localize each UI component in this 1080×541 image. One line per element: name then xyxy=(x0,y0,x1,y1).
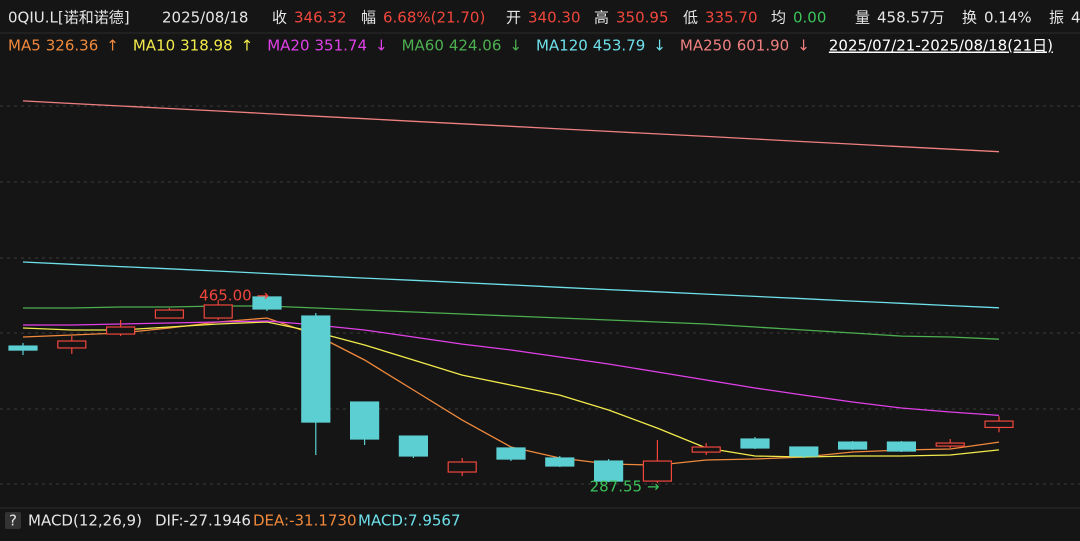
candle-body xyxy=(350,401,380,440)
candle-body xyxy=(740,438,770,449)
legend-name: MA120 xyxy=(536,37,588,55)
candle-body xyxy=(984,420,1014,429)
field-label: 量 xyxy=(855,9,870,27)
field-value: 350.95 xyxy=(616,9,669,27)
legend-trend: ↑ xyxy=(241,37,254,55)
candle-body xyxy=(447,461,477,473)
date: 2025/08/18 xyxy=(162,9,248,27)
candle-body xyxy=(837,441,868,450)
price-annotation: 287.55 → xyxy=(590,478,660,496)
field-value: 0.14% xyxy=(984,9,1032,27)
candle-body xyxy=(203,304,233,319)
field-value: 335.70 xyxy=(705,9,758,27)
candle-body xyxy=(398,435,428,457)
legend-value: 453.79 xyxy=(593,37,646,55)
ma-line xyxy=(22,100,1000,153)
field-value: 4 xyxy=(1071,9,1080,27)
ma-line xyxy=(23,320,1000,417)
macd-title: MACD(12,26,9) xyxy=(28,512,142,530)
macd-dif: DIF:-27.1946 xyxy=(155,512,251,530)
field-value: 340.30 xyxy=(528,9,581,27)
candle-body xyxy=(935,442,965,447)
field-label: 幅 xyxy=(361,9,376,27)
candle-body xyxy=(301,315,331,423)
field-label: 换 xyxy=(962,9,977,27)
symbol: 0QIU.L[诺和诺德] xyxy=(8,9,130,27)
help-icon-text[interactable]: ? xyxy=(9,512,17,530)
candle-body xyxy=(252,296,282,310)
candle-body xyxy=(593,460,624,482)
field-label: 均 xyxy=(771,9,786,27)
legend-name: MA10 xyxy=(133,37,175,55)
ma-line xyxy=(22,321,1000,458)
price-annotation: 465.00 → xyxy=(199,287,269,305)
candle-body xyxy=(105,326,136,335)
candle-body xyxy=(886,441,917,452)
field-value: 346.32 xyxy=(294,9,347,27)
field-label: 振 xyxy=(1049,9,1064,27)
legend-value: 351.74 xyxy=(315,37,368,55)
field-label: 高 xyxy=(594,9,609,27)
field-value: 458.57万 xyxy=(877,9,945,27)
candle-body xyxy=(545,457,575,467)
candle-body xyxy=(691,446,721,453)
field-value: 0.00 xyxy=(793,9,826,27)
legend-name: MA5 xyxy=(8,37,41,55)
legend-value: 318.98 xyxy=(180,37,233,55)
legend-trend: ↑ xyxy=(106,37,119,55)
range-label[interactable]: 2025/07/21-2025/08/18(21日) xyxy=(829,37,1053,55)
legend-trend: ↓ xyxy=(375,37,388,55)
help-icon[interactable] xyxy=(5,512,21,529)
candle-body xyxy=(8,345,38,351)
legend-trend: ↓ xyxy=(509,37,522,55)
legend-name: MA250 xyxy=(680,37,732,55)
ma-line xyxy=(23,305,1000,340)
legend-name: MA20 xyxy=(267,37,309,55)
legend-trend: ↓ xyxy=(653,37,666,55)
macd-dea: DEA:-31.1730 xyxy=(253,512,357,530)
field-label: 收 xyxy=(272,9,287,27)
legend-value: 326.36 xyxy=(46,37,99,55)
legend-value: 424.06 xyxy=(449,37,502,55)
candle-body xyxy=(642,460,673,482)
legend-value: 601.90 xyxy=(737,37,790,55)
candle-body xyxy=(154,309,184,319)
macd-value: MACD:7.9567 xyxy=(358,512,461,530)
candle-body xyxy=(57,340,87,349)
candle-body xyxy=(496,447,526,460)
ma-line xyxy=(22,261,1000,309)
field-value: 6.68%(21.70) xyxy=(383,9,485,27)
candle-body xyxy=(789,446,819,457)
legend-trend: ↓ xyxy=(797,37,810,55)
legend-name: MA60 xyxy=(402,37,444,55)
field-label: 低 xyxy=(683,9,698,27)
field-label: 开 xyxy=(506,9,521,27)
